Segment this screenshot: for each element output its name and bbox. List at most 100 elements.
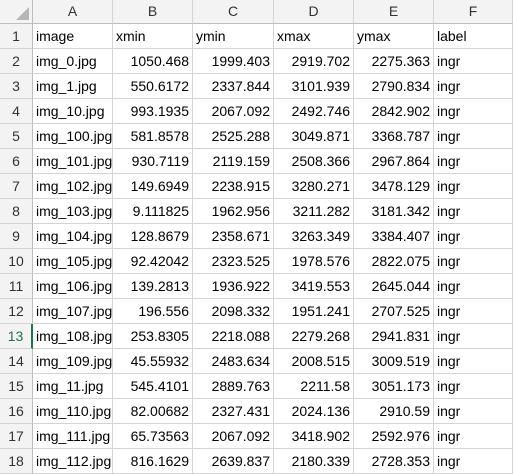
cell-a18[interactable]: img_112.jpg bbox=[33, 449, 113, 474]
cell-c12[interactable]: 2098.332 bbox=[193, 299, 274, 324]
cell-b5[interactable]: 581.8578 bbox=[113, 124, 193, 149]
row-header-9[interactable]: 9 bbox=[0, 224, 33, 249]
column-header-d[interactable]: D bbox=[274, 0, 354, 24]
cell-c8[interactable]: 1962.956 bbox=[193, 199, 274, 224]
cell-c10[interactable]: 2323.525 bbox=[193, 249, 274, 274]
cell-a6[interactable]: img_101.jpg bbox=[33, 149, 113, 174]
cell-d10[interactable]: 1978.576 bbox=[274, 249, 354, 274]
cell-c9[interactable]: 2358.671 bbox=[193, 224, 274, 249]
cell-c1[interactable]: ymin bbox=[193, 24, 274, 49]
cell-a13[interactable]: img_108.jpg bbox=[33, 324, 113, 349]
cell-e12[interactable]: 2707.525 bbox=[354, 299, 434, 324]
row-header-6[interactable]: 6 bbox=[0, 149, 33, 174]
cell-e7[interactable]: 3478.129 bbox=[354, 174, 434, 199]
cell-f8[interactable]: ingr bbox=[434, 199, 513, 224]
cell-a15[interactable]: img_11.jpg bbox=[33, 374, 113, 399]
cell-a12[interactable]: img_107.jpg bbox=[33, 299, 113, 324]
cell-b9[interactable]: 128.8679 bbox=[113, 224, 193, 249]
cell-a8[interactable]: img_103.jpg bbox=[33, 199, 113, 224]
row-header-8[interactable]: 8 bbox=[0, 199, 33, 224]
cell-b16[interactable]: 82.00682 bbox=[113, 399, 193, 424]
cell-f3[interactable]: ingr bbox=[434, 74, 513, 99]
cell-d13[interactable]: 2279.268 bbox=[274, 324, 354, 349]
cell-d3[interactable]: 3101.939 bbox=[274, 74, 354, 99]
cell-b14[interactable]: 45.55932 bbox=[113, 349, 193, 374]
cell-b12[interactable]: 196.556 bbox=[113, 299, 193, 324]
column-header-f[interactable]: F bbox=[434, 0, 513, 24]
column-header-c[interactable]: C bbox=[193, 0, 274, 24]
cell-c3[interactable]: 2337.844 bbox=[193, 74, 274, 99]
cell-a5[interactable]: img_100.jpg bbox=[33, 124, 113, 149]
cell-b13[interactable]: 253.8305 bbox=[113, 324, 193, 349]
cell-e9[interactable]: 3384.407 bbox=[354, 224, 434, 249]
cell-e17[interactable]: 2592.976 bbox=[354, 424, 434, 449]
cell-d8[interactable]: 3211.282 bbox=[274, 199, 354, 224]
cell-f17[interactable]: ingr bbox=[434, 424, 513, 449]
cell-c17[interactable]: 2067.092 bbox=[193, 424, 274, 449]
cell-c11[interactable]: 1936.922 bbox=[193, 274, 274, 299]
cell-e2[interactable]: 2275.363 bbox=[354, 49, 434, 74]
cell-e11[interactable]: 2645.044 bbox=[354, 274, 434, 299]
cell-b7[interactable]: 149.6949 bbox=[113, 174, 193, 199]
row-header-1[interactable]: 1 bbox=[0, 24, 33, 49]
row-header-12[interactable]: 12 bbox=[0, 299, 33, 324]
cell-c16[interactable]: 2327.431 bbox=[193, 399, 274, 424]
row-header-14[interactable]: 14 bbox=[0, 349, 33, 374]
cell-c14[interactable]: 2483.634 bbox=[193, 349, 274, 374]
cell-c7[interactable]: 2238.915 bbox=[193, 174, 274, 199]
cell-b8[interactable]: 9.111825 bbox=[113, 199, 193, 224]
cell-e5[interactable]: 3368.787 bbox=[354, 124, 434, 149]
cell-e18[interactable]: 2728.353 bbox=[354, 449, 434, 474]
cell-c13[interactable]: 2218.088 bbox=[193, 324, 274, 349]
cell-f18[interactable]: ingr bbox=[434, 449, 513, 474]
cell-e15[interactable]: 3051.173 bbox=[354, 374, 434, 399]
cell-c18[interactable]: 2639.837 bbox=[193, 449, 274, 474]
cell-f5[interactable]: ingr bbox=[434, 124, 513, 149]
cell-f4[interactable]: ingr bbox=[434, 99, 513, 124]
cell-b15[interactable]: 545.4101 bbox=[113, 374, 193, 399]
cell-f6[interactable]: ingr bbox=[434, 149, 513, 174]
cell-d16[interactable]: 2024.136 bbox=[274, 399, 354, 424]
cell-d11[interactable]: 3419.553 bbox=[274, 274, 354, 299]
cell-b4[interactable]: 993.1935 bbox=[113, 99, 193, 124]
select-all-corner[interactable] bbox=[0, 0, 33, 24]
cell-c5[interactable]: 2525.288 bbox=[193, 124, 274, 149]
cell-a3[interactable]: img_1.jpg bbox=[33, 74, 113, 99]
cell-d15[interactable]: 2211.58 bbox=[274, 374, 354, 399]
cell-f12[interactable]: ingr bbox=[434, 299, 513, 324]
column-header-b[interactable]: B bbox=[113, 0, 193, 24]
column-header-e[interactable]: E bbox=[354, 0, 434, 24]
cell-a10[interactable]: img_105.jpg bbox=[33, 249, 113, 274]
cell-a11[interactable]: img_106.jpg bbox=[33, 274, 113, 299]
cell-b6[interactable]: 930.7119 bbox=[113, 149, 193, 174]
row-header-2[interactable]: 2 bbox=[0, 49, 33, 74]
cell-b11[interactable]: 139.2813 bbox=[113, 274, 193, 299]
cell-e6[interactable]: 2967.864 bbox=[354, 149, 434, 174]
cell-d5[interactable]: 3049.871 bbox=[274, 124, 354, 149]
cell-c6[interactable]: 2119.159 bbox=[193, 149, 274, 174]
cell-a1[interactable]: image bbox=[33, 24, 113, 49]
cell-d9[interactable]: 3263.349 bbox=[274, 224, 354, 249]
cell-e8[interactable]: 3181.342 bbox=[354, 199, 434, 224]
cell-a14[interactable]: img_109.jpg bbox=[33, 349, 113, 374]
cell-e4[interactable]: 2842.902 bbox=[354, 99, 434, 124]
cell-b1[interactable]: xmin bbox=[113, 24, 193, 49]
cell-f15[interactable]: ingr bbox=[434, 374, 513, 399]
cell-b18[interactable]: 816.1629 bbox=[113, 449, 193, 474]
cell-c15[interactable]: 2889.763 bbox=[193, 374, 274, 399]
row-header-7[interactable]: 7 bbox=[0, 174, 33, 199]
cell-a17[interactable]: img_111.jpg bbox=[33, 424, 113, 449]
cell-e16[interactable]: 2910.59 bbox=[354, 399, 434, 424]
cell-e1[interactable]: ymax bbox=[354, 24, 434, 49]
cell-a9[interactable]: img_104.jpg bbox=[33, 224, 113, 249]
cell-b17[interactable]: 65.73563 bbox=[113, 424, 193, 449]
cell-d4[interactable]: 2492.746 bbox=[274, 99, 354, 124]
cell-b10[interactable]: 92.42042 bbox=[113, 249, 193, 274]
cell-f13[interactable]: ingr bbox=[434, 324, 513, 349]
row-header-18[interactable]: 18 bbox=[0, 449, 33, 474]
cell-a7[interactable]: img_102.jpg bbox=[33, 174, 113, 199]
cell-e10[interactable]: 2822.075 bbox=[354, 249, 434, 274]
row-header-15[interactable]: 15 bbox=[0, 374, 33, 399]
cell-e13[interactable]: 2941.831 bbox=[354, 324, 434, 349]
